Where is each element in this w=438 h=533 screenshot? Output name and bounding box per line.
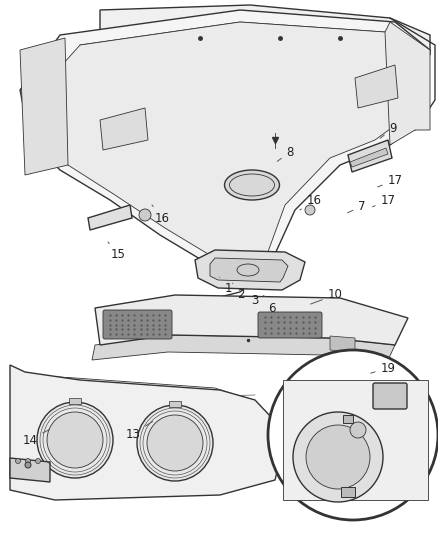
Text: 2: 2: [233, 283, 245, 302]
Text: 16: 16: [152, 205, 170, 224]
Polygon shape: [350, 148, 388, 167]
Text: 8: 8: [277, 146, 294, 161]
Circle shape: [293, 412, 383, 502]
Text: 6: 6: [264, 295, 276, 314]
Text: 9: 9: [380, 122, 397, 138]
Text: 13: 13: [126, 422, 153, 440]
Polygon shape: [92, 335, 395, 360]
Circle shape: [147, 415, 203, 471]
Polygon shape: [348, 140, 392, 172]
FancyBboxPatch shape: [258, 312, 322, 338]
Circle shape: [305, 205, 315, 215]
Text: 14: 14: [22, 429, 49, 447]
Polygon shape: [169, 401, 181, 407]
Polygon shape: [20, 38, 68, 175]
Circle shape: [139, 209, 151, 221]
Polygon shape: [38, 22, 415, 272]
Polygon shape: [20, 10, 430, 280]
Polygon shape: [195, 250, 305, 290]
Circle shape: [25, 462, 31, 468]
Polygon shape: [341, 487, 355, 497]
Polygon shape: [283, 380, 428, 500]
Text: 17: 17: [378, 174, 403, 187]
Text: 19: 19: [371, 361, 396, 375]
Text: 1: 1: [220, 277, 232, 295]
Text: 17: 17: [373, 193, 396, 207]
Circle shape: [47, 412, 103, 468]
Polygon shape: [69, 398, 81, 404]
Text: 15: 15: [108, 242, 125, 262]
FancyBboxPatch shape: [103, 310, 172, 339]
Circle shape: [25, 458, 31, 464]
Circle shape: [137, 405, 213, 481]
Polygon shape: [210, 258, 288, 282]
Polygon shape: [343, 415, 353, 423]
Polygon shape: [10, 458, 50, 482]
Polygon shape: [88, 205, 132, 230]
Polygon shape: [100, 108, 148, 150]
Polygon shape: [355, 65, 398, 108]
Polygon shape: [95, 295, 408, 345]
Circle shape: [35, 458, 40, 464]
Polygon shape: [10, 365, 280, 500]
Ellipse shape: [225, 170, 279, 200]
Circle shape: [268, 350, 438, 520]
Text: 10: 10: [311, 288, 343, 304]
Text: 16: 16: [300, 193, 321, 210]
Text: 3: 3: [247, 288, 259, 306]
FancyBboxPatch shape: [373, 383, 407, 409]
Polygon shape: [100, 5, 430, 55]
Circle shape: [306, 425, 370, 489]
Circle shape: [15, 458, 21, 464]
Circle shape: [350, 422, 366, 438]
Polygon shape: [385, 22, 430, 145]
Polygon shape: [330, 336, 355, 352]
Text: 7: 7: [347, 199, 366, 213]
Circle shape: [37, 402, 113, 478]
